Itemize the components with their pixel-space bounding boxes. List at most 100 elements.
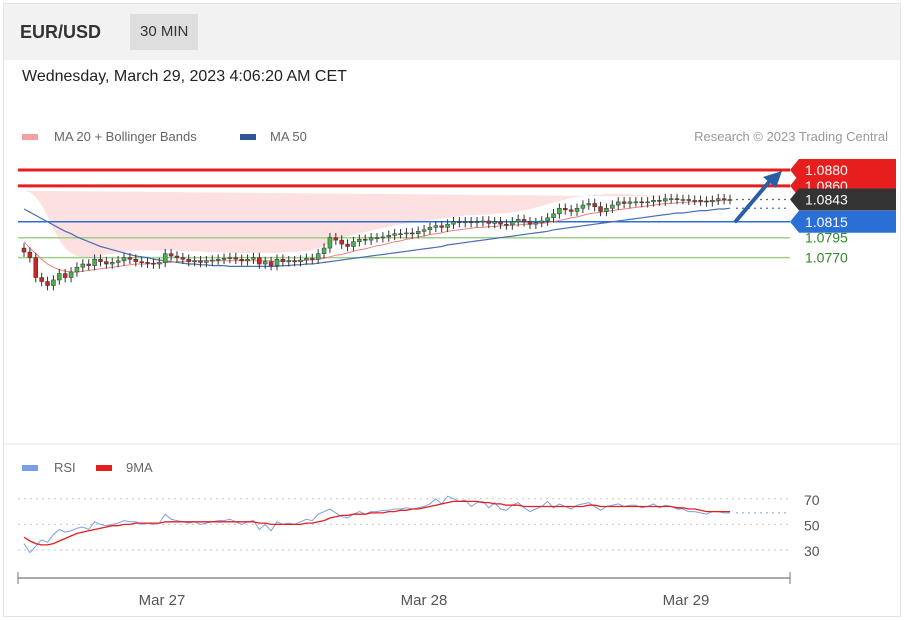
candle-body: [321, 247, 327, 254]
rsi-line: [23, 495, 730, 554]
candle-body: [333, 237, 339, 241]
candle-body: [245, 258, 250, 262]
candle-body: [451, 221, 456, 225]
candle-body: [257, 257, 262, 265]
candle-body: [592, 203, 597, 207]
candle-body: [45, 281, 50, 286]
candle-body: [233, 257, 239, 260]
candle-body: [286, 260, 291, 263]
candle-body: [68, 271, 74, 278]
candle-body: [639, 201, 644, 204]
candle-body: [545, 217, 550, 222]
candle-body: [374, 237, 380, 239]
candle-body: [580, 204, 586, 209]
candle-body: [74, 266, 80, 273]
candle-body: [280, 258, 286, 262]
candle-body: [92, 258, 97, 266]
candle-body: [362, 239, 368, 241]
legend-ma50: MA 50: [240, 129, 340, 147]
rsi-swatch: [22, 465, 38, 471]
timeframe-button[interactable]: 30 MIN: [130, 14, 199, 50]
candle-body: [415, 231, 421, 234]
candle-body: [351, 241, 356, 247]
candle-body: [657, 200, 662, 202]
candle-body: [227, 257, 233, 259]
rsi-tick-70: 70: [804, 492, 820, 508]
legend-ma50-label: MA 50: [270, 129, 307, 144]
candle-body: [721, 198, 727, 200]
candle-body: [21, 247, 27, 253]
level-label-1-0880: 1.0880: [805, 162, 848, 178]
candle-body: [698, 200, 703, 202]
candle-body: [421, 229, 427, 232]
candle-body: [615, 201, 621, 206]
level-label-1-0815: 1.0815: [805, 214, 848, 230]
candle-body: [339, 239, 344, 245]
candle-body: [386, 235, 392, 238]
candle-body: [51, 279, 56, 286]
candle-body: [468, 221, 474, 224]
candle-body: [568, 209, 574, 212]
legend-rsi: RSI: [22, 460, 102, 478]
candle-body: [380, 236, 386, 239]
candle-body: [457, 221, 462, 224]
datetime-label: Wednesday, March 29, 2023 4:06:20 AM CET: [22, 68, 347, 85]
candle-body: [139, 261, 144, 263]
candle-body: [404, 232, 409, 235]
candle-body: [604, 207, 609, 212]
candle-body: [539, 220, 544, 223]
candle-body: [445, 223, 450, 228]
candle-body: [162, 253, 168, 263]
forecast-arrow-head: [763, 171, 782, 188]
candle-body: [692, 200, 697, 202]
candle-body: [645, 201, 650, 204]
candle-body: [433, 225, 439, 228]
candle-body: [510, 221, 515, 226]
candle-body: [39, 277, 44, 282]
candle-body: [315, 253, 321, 260]
level-badge-1-0815: [790, 210, 896, 233]
candle-body: [651, 200, 656, 203]
candle-body: [527, 221, 533, 225]
candle-body: [727, 199, 733, 201]
candle-body: [186, 258, 191, 262]
x-tick-mar-27: Mar 27: [139, 592, 186, 609]
candle-body: [551, 213, 556, 219]
candle-body: [398, 233, 403, 235]
candle-body: [680, 199, 686, 201]
candle-body: [62, 273, 68, 278]
candle-body: [239, 258, 244, 262]
x-tick-mar-28: Mar 28: [401, 592, 448, 609]
candle-body: [115, 260, 121, 263]
candle-body: [310, 258, 315, 260]
level-label-1-0843: 1.0843: [805, 191, 848, 207]
x-tick-mar-29: Mar 29: [663, 592, 710, 609]
instrument-label: EUR/USD: [20, 22, 102, 42]
candle-body: [98, 258, 103, 262]
candle-body: [663, 198, 668, 202]
candle-body: [251, 257, 256, 260]
ma9-swatch: [96, 465, 112, 471]
candle-body: [710, 200, 715, 203]
candle-body: [627, 201, 633, 204]
candle-body: [298, 259, 303, 262]
candle-body: [221, 258, 227, 260]
ma50-swatch: [240, 134, 256, 140]
candle-body: [574, 207, 580, 212]
candle-body: [668, 198, 674, 200]
candle-body: [274, 258, 280, 266]
candle-body: [157, 262, 162, 265]
candle-body: [357, 239, 362, 242]
candle-body: [610, 204, 615, 209]
level-badge-1-0843: [790, 188, 896, 211]
candle-body: [268, 261, 274, 266]
candle-body: [492, 221, 497, 224]
candle-body: [121, 257, 127, 262]
candle-body: [198, 260, 203, 263]
rsi-9ma-line: [23, 500, 730, 546]
research-credit: Research © 2023 Trading Central: [694, 129, 888, 144]
candle-body: [180, 257, 186, 260]
candle-body: [80, 263, 86, 268]
candle-body: [133, 258, 139, 262]
legend-ma20-label: MA 20 + Bollinger Bands: [54, 129, 197, 144]
